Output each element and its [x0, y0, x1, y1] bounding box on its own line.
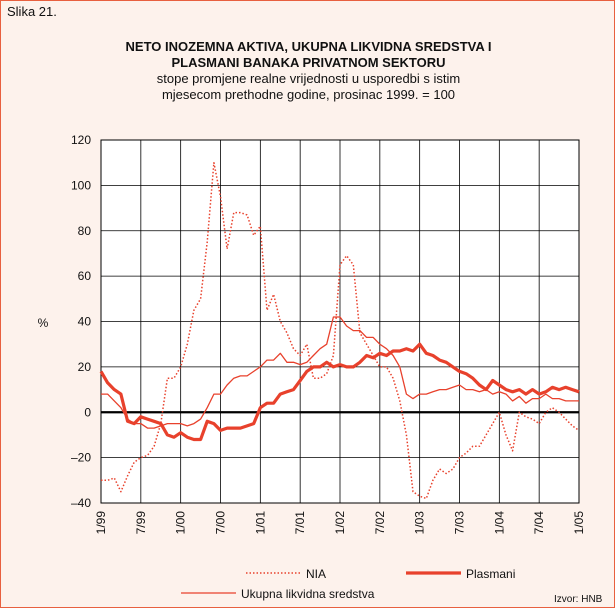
y-tick-label: 40: [78, 315, 92, 329]
x-tick-label: 1/05: [572, 511, 586, 535]
y-tick-label: 20: [78, 360, 92, 374]
chart-subtitle: stope promjene realne vrijednosti u uspo…: [156, 71, 461, 102]
legend-label: Plasmani: [466, 567, 515, 581]
x-tick-label: 1/02: [333, 511, 347, 535]
figure-label: Slika 21.: [7, 4, 57, 19]
series-line: [99, 342, 580, 442]
y-tick-label: 60: [78, 269, 92, 283]
plot-border: [100, 139, 580, 504]
x-tick-label: 1/99: [94, 511, 108, 535]
legend-label: NIA: [306, 567, 326, 581]
x-tick-label: 7/03: [453, 511, 467, 535]
y-tick-label: 120: [71, 133, 91, 147]
y-tick-label: –20: [71, 451, 91, 465]
x-tick-label: 7/99: [134, 511, 148, 535]
x-tick-label: 1/03: [413, 511, 427, 535]
x-tick-label: 7/02: [373, 511, 387, 535]
legend-label: Ukupna likvidna sredstva: [241, 587, 375, 601]
y-tick-label: 100: [71, 178, 91, 192]
source: Izvor: HNB: [554, 594, 603, 605]
x-tick-label: 1/01: [253, 511, 267, 535]
x-tick-label: 7/00: [214, 511, 228, 535]
y-tick-label: 0: [84, 405, 91, 419]
y-tick-label: 80: [78, 224, 92, 238]
chart-title: NETO INOZEMNA AKTIVA, UKUPNA LIKVIDNA SR…: [125, 39, 492, 70]
x-tick-label: 7/04: [532, 511, 546, 535]
x-tick-label: 1/04: [492, 511, 506, 535]
series-line: [101, 316, 579, 429]
x-tick-label: 7/01: [293, 511, 307, 535]
y-axis-label: %: [38, 316, 49, 330]
y-tick-label: –40: [71, 496, 91, 510]
x-tick-label: 1/00: [174, 511, 188, 535]
